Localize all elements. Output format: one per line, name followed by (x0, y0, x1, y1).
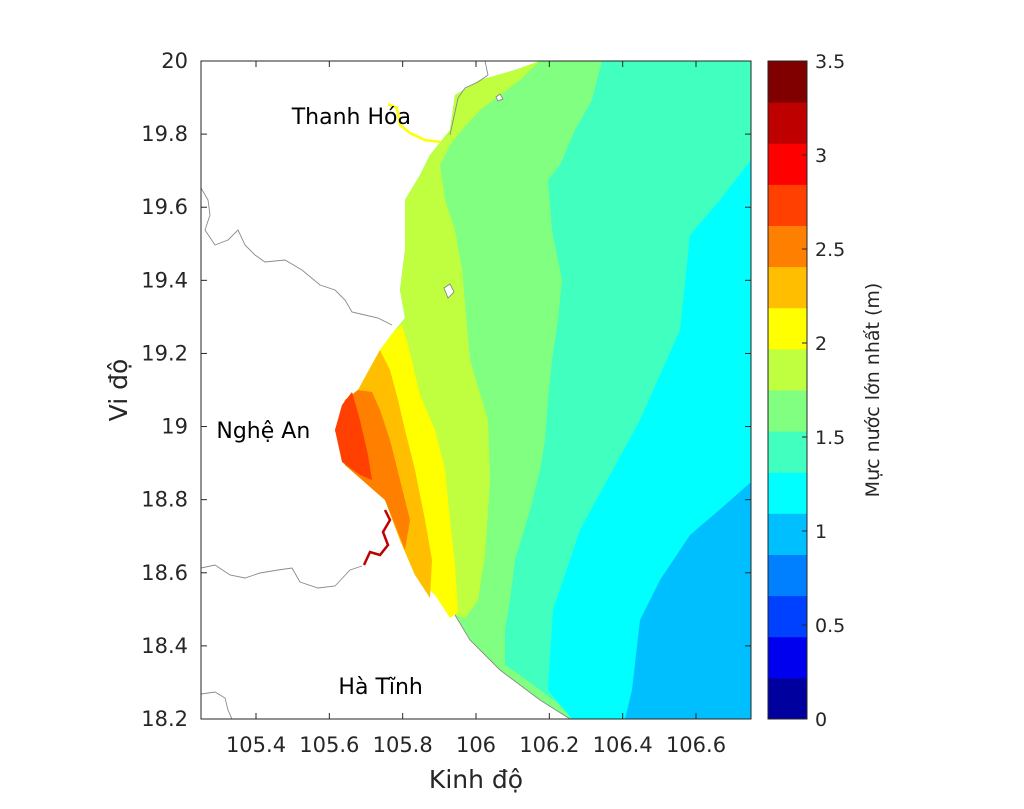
colorbar-swatch (768, 595, 807, 638)
x-tick-label: 105.6 (299, 733, 359, 757)
admin-boundaries (201, 61, 571, 719)
colorbar-tick-label: 1.5 (815, 427, 845, 449)
y-tick-label: 19.6 (141, 195, 188, 219)
colorbar-swatch (768, 636, 807, 679)
colorbar-box (767, 60, 808, 720)
colorbar-swatch (768, 554, 807, 597)
colorbar-swatch (768, 307, 807, 350)
colorbar-swatch (768, 102, 807, 144)
river-channel-nghe-an (362, 509, 392, 566)
colorbar-swatch (768, 431, 807, 473)
x-tick-label: 105.4 (226, 733, 286, 757)
colorbar-tick-label: 2.5 (815, 239, 845, 261)
y-axis-label: Vi độ (104, 359, 133, 422)
x-axis: 105.4 105.6 105.8 106 106.2 106.4 106.6 (226, 61, 726, 757)
place-label-thanh-hoa: Thanh Hóa (291, 105, 411, 130)
colorbar-swatch (768, 677, 807, 720)
colorbar-swatch (768, 513, 807, 555)
colorbar-tick-label: 1 (815, 521, 827, 543)
contour-zone-3.0 (335, 392, 372, 480)
colorbar: 0 0.5 1 1.5 2 2.5 3 3.5 Mực nước lớn nhất (m) (767, 51, 884, 731)
colorbar-label: Mực nước lớn nhất (m) (862, 283, 884, 498)
water-level-field (201, 61, 751, 719)
place-label-nghe-an: Nghệ An (216, 419, 310, 444)
colorbar-swatch (768, 266, 807, 309)
colorbar-swatch (768, 143, 807, 185)
x-tick-label: 106.2 (519, 733, 579, 757)
map-panel (200, 60, 752, 720)
y-tick-label: 18.2 (141, 707, 188, 731)
colorbar-swatch (768, 61, 807, 103)
x-tick-label: 106.4 (593, 733, 653, 757)
colorbar-swatch (768, 390, 807, 432)
colorbar-ticks: 0 0.5 1 1.5 2 2.5 3 3.5 (802, 51, 845, 731)
island (495, 93, 504, 102)
colorbar-swatch (768, 184, 807, 226)
y-tick-label: 19.4 (141, 268, 188, 292)
place-label-ha-tinh: Hà Tĩnh (338, 675, 422, 700)
colorbar-tick-label: 3 (815, 145, 827, 167)
x-tick-label: 106 (456, 733, 496, 757)
y-tick-label: 19.8 (141, 122, 188, 146)
colorbar-swatches (768, 61, 807, 720)
river-channel-thanh-hoa (387, 102, 441, 144)
y-tick-label: 19.2 (141, 341, 188, 365)
colorbar-swatch (768, 348, 807, 391)
y-tick-label: 18.4 (141, 634, 188, 658)
y-tick-label: 18.8 (141, 488, 188, 512)
x-tick-label: 105.8 (373, 733, 433, 757)
colorbar-swatch (768, 472, 807, 514)
y-tick-label: 18.6 (141, 561, 188, 585)
colorbar-tick-label: 2 (815, 333, 827, 355)
colorbar-tick-label: 0 (815, 709, 827, 731)
colorbar-swatch (768, 225, 807, 268)
x-axis-label: Kinh độ (429, 765, 523, 794)
y-tick-label: 20 (161, 49, 188, 73)
contour-zone-1.0 (625, 482, 751, 719)
colorbar-tick-label: 0.5 (815, 615, 845, 637)
y-tick-label: 19 (161, 415, 188, 439)
island (443, 283, 455, 299)
x-tick-label: 106.6 (666, 733, 726, 757)
y-axis: 18.2 18.4 18.6 18.8 19 19.2 19.4 19.6 19.8 20 (141, 49, 751, 731)
colorbar-tick-label: 3.5 (815, 51, 845, 73)
